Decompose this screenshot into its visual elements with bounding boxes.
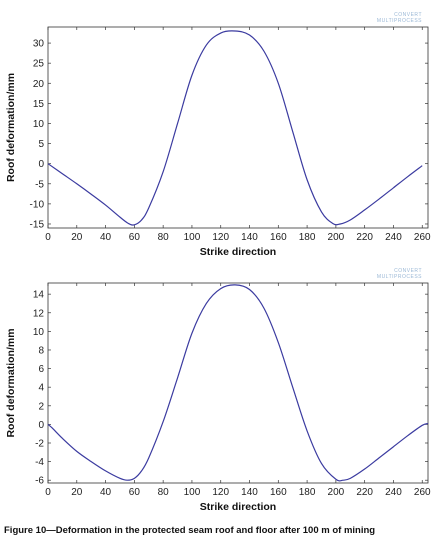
y-tick-label: 30 bbox=[33, 39, 45, 50]
x-tick-label: 140 bbox=[241, 487, 258, 498]
x-tick-label: 260 bbox=[414, 232, 431, 243]
y-tick-label: 10 bbox=[33, 327, 45, 338]
y-tick-label: -6 bbox=[35, 476, 44, 487]
x-tick-label: 180 bbox=[299, 232, 316, 243]
y-tick-label: -2 bbox=[35, 439, 44, 450]
x-tick-label: 220 bbox=[356, 487, 373, 498]
y-tick-label: 14 bbox=[33, 290, 45, 301]
x-tick-label: 20 bbox=[71, 232, 83, 243]
y-tick-label: 10 bbox=[33, 119, 45, 130]
y-tick-label: 8 bbox=[38, 345, 44, 356]
bottom-chart: 0 20 40 60 80 100 120 140 160 180 200 220 240 260-6-4… bbox=[5, 268, 431, 513]
x-tick-label: 120 bbox=[212, 487, 229, 498]
x-tick-label: 60 bbox=[129, 487, 141, 498]
watermark-line-1: CONVERT bbox=[394, 268, 422, 274]
x-tick-label: 180 bbox=[299, 487, 316, 498]
x-tick-label: 120 bbox=[212, 232, 229, 243]
x-tick-label: 20 bbox=[71, 487, 83, 498]
figure-caption: Figure 10—Deformation in the protected s… bbox=[4, 525, 376, 536]
y-tick-label: 0 bbox=[38, 159, 44, 170]
x-tick-label: 160 bbox=[270, 487, 287, 498]
y-tick-label: 15 bbox=[33, 99, 45, 110]
x-tick-label: 240 bbox=[385, 232, 402, 243]
y-tick-label: -10 bbox=[30, 199, 45, 210]
x-tick-label: 100 bbox=[184, 232, 201, 243]
y-axis-label: Roof deformation/mm bbox=[5, 73, 17, 182]
y-tick-label: -15 bbox=[30, 219, 45, 230]
top-chart: 0 20 40 60 80 100 120 140 160 180 200 220 240 260-15-… bbox=[5, 12, 431, 258]
x-tick-label: 80 bbox=[158, 232, 170, 243]
y-tick-label: 4 bbox=[38, 383, 44, 394]
y-axis-label: Roof deformation/mm bbox=[5, 328, 17, 437]
x-tick-label: 100 bbox=[184, 487, 201, 498]
watermark-line-2: MULTIPROCESS bbox=[377, 18, 422, 24]
x-tick-label: 0 bbox=[45, 232, 51, 243]
series-line-0 bbox=[47, 30, 423, 226]
x-tick-label: 60 bbox=[129, 232, 141, 243]
x-tick-label: 80 bbox=[158, 487, 170, 498]
x-axis-label: Strike direction bbox=[200, 501, 276, 513]
x-tick-label: 40 bbox=[100, 487, 112, 498]
x-tick-label: 0 bbox=[45, 487, 51, 498]
x-tick-label: 240 bbox=[385, 487, 402, 498]
x-tick-label: 40 bbox=[100, 232, 112, 243]
x-axis-label: Strike direction bbox=[200, 246, 276, 258]
x-tick-label: 200 bbox=[328, 487, 345, 498]
x-tick-label: 140 bbox=[241, 232, 258, 243]
y-tick-label: -5 bbox=[35, 179, 44, 190]
y-tick-label: 5 bbox=[38, 139, 44, 150]
series-line-0 bbox=[47, 284, 429, 482]
watermark-line-2: MULTIPROCESS bbox=[377, 274, 422, 280]
y-tick-label: 20 bbox=[33, 79, 45, 90]
y-tick-label: 6 bbox=[38, 364, 44, 375]
watermark-line-1: CONVERT bbox=[394, 12, 422, 18]
x-tick-label: 220 bbox=[356, 232, 373, 243]
y-tick-label: -4 bbox=[35, 457, 44, 468]
y-tick-label: 2 bbox=[38, 401, 44, 412]
y-tick-label: 0 bbox=[38, 420, 44, 431]
x-tick-label: 200 bbox=[328, 232, 345, 243]
plot-frame bbox=[47, 26, 429, 229]
y-tick-label: 25 bbox=[33, 59, 45, 70]
x-tick-label: 260 bbox=[414, 487, 431, 498]
x-tick-label: 160 bbox=[270, 232, 287, 243]
y-tick-label: 12 bbox=[33, 308, 45, 319]
plot-frame bbox=[47, 282, 429, 484]
